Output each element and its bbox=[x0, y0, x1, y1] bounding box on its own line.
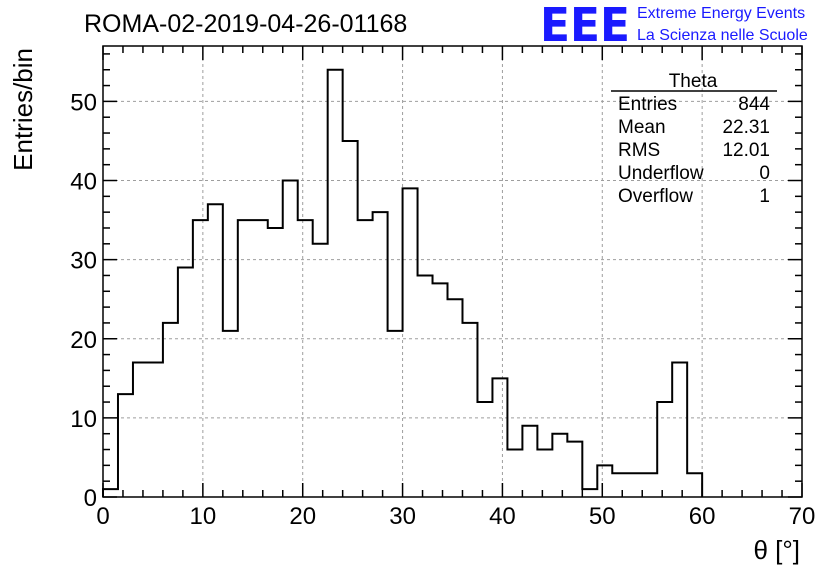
histogram-bar bbox=[313, 244, 328, 497]
histogram-bar bbox=[567, 442, 582, 497]
x-tick-labels: 0 10 20 30 40 50 60 70 bbox=[96, 503, 815, 530]
run-title: ROMA-02-2019-04-26-01168 bbox=[84, 10, 407, 38]
histogram-bar bbox=[537, 450, 552, 497]
stats-title: Theta bbox=[669, 71, 718, 92]
logo-line-1: Extreme Energy Events bbox=[637, 5, 805, 22]
stats-label: Overflow bbox=[618, 186, 693, 207]
histogram-bar bbox=[672, 362, 687, 497]
histogram-bar bbox=[612, 473, 627, 497]
stats-box: Theta Entries 844 Mean 22.31 RMS 12.01 Underfl… bbox=[611, 71, 777, 207]
histogram-bar bbox=[118, 394, 133, 497]
stats-label: Underflow bbox=[618, 163, 704, 184]
histogram-bar bbox=[208, 204, 223, 497]
x-tick-label: 40 bbox=[489, 503, 516, 530]
stats-value: 12.01 bbox=[722, 140, 770, 161]
stats-value: 1 bbox=[759, 186, 770, 207]
histogram-bar bbox=[462, 323, 477, 497]
histogram-bar bbox=[418, 275, 433, 497]
histogram-bar bbox=[268, 228, 283, 497]
stats-value: 844 bbox=[738, 94, 770, 115]
histogram-bar bbox=[522, 426, 537, 497]
histogram-bar bbox=[163, 323, 178, 497]
histogram-bar bbox=[298, 220, 313, 497]
logo-line-2: La Scienza nelle Scuole bbox=[637, 27, 808, 44]
histogram-bar bbox=[178, 268, 193, 497]
histogram-outline bbox=[102, 68, 704, 497]
x-tick-label: 0 bbox=[96, 503, 109, 530]
eee-logo: EEE bbox=[540, 0, 630, 52]
stats-value: 0 bbox=[759, 163, 770, 184]
y-tick-label: 50 bbox=[70, 89, 97, 116]
histogram-bar bbox=[477, 402, 492, 497]
histogram-bar bbox=[148, 362, 163, 497]
histogram-bar bbox=[193, 220, 208, 497]
histogram-bar bbox=[492, 378, 507, 497]
x-tick-label: 60 bbox=[689, 503, 716, 530]
histogram-bar bbox=[627, 473, 642, 497]
x-tick-label: 20 bbox=[289, 503, 316, 530]
y-tick-label: 0 bbox=[84, 485, 97, 512]
stats-label: Entries bbox=[618, 94, 677, 115]
histogram-bar bbox=[358, 220, 373, 497]
y-tick-label: 20 bbox=[70, 327, 97, 354]
histogram-bar bbox=[238, 220, 253, 497]
stats-value: 22.31 bbox=[722, 117, 770, 138]
y-tick-label: 10 bbox=[70, 406, 97, 433]
histogram-bar bbox=[582, 489, 597, 497]
axis-ticks bbox=[102, 46, 803, 498]
y-tick-label: 30 bbox=[70, 248, 97, 275]
histogram-bar bbox=[328, 70, 343, 497]
histogram-bar bbox=[373, 212, 388, 497]
histogram-bar bbox=[642, 473, 657, 497]
histogram-bar bbox=[687, 473, 702, 497]
histogram-bar bbox=[552, 434, 567, 497]
histogram-bar bbox=[133, 362, 148, 497]
x-axis-label: θ [°] bbox=[753, 535, 800, 565]
histogram-bar bbox=[448, 299, 463, 497]
histogram-bar bbox=[597, 465, 612, 497]
histogram-bar bbox=[253, 220, 268, 497]
plot-frame bbox=[102, 45, 803, 498]
histogram-bar bbox=[507, 450, 522, 497]
x-tick-label: 50 bbox=[589, 503, 616, 530]
histogram-bar bbox=[103, 489, 118, 497]
histogram-bar bbox=[657, 402, 672, 497]
x-tick-label: 70 bbox=[789, 503, 816, 530]
y-tick-label: 40 bbox=[70, 169, 97, 196]
histogram-bar bbox=[343, 141, 358, 497]
stats-rows: Entries 844 Mean 22.31 RMS 12.01 Underflow 0 Ove… bbox=[618, 94, 770, 207]
histogram-bar bbox=[388, 331, 403, 497]
histogram-bar bbox=[223, 331, 238, 497]
grid-lines bbox=[103, 46, 802, 497]
stats-label: RMS bbox=[618, 140, 660, 161]
y-axis-label: Entries/bin bbox=[8, 48, 38, 171]
x-tick-label: 30 bbox=[389, 503, 416, 530]
y-tick-labels: 0 10 20 30 40 50 bbox=[70, 89, 97, 512]
stats-label: Mean bbox=[618, 117, 666, 138]
histogram-bar bbox=[433, 283, 448, 497]
x-tick-label: 10 bbox=[190, 503, 217, 530]
histogram-bar bbox=[403, 188, 418, 497]
